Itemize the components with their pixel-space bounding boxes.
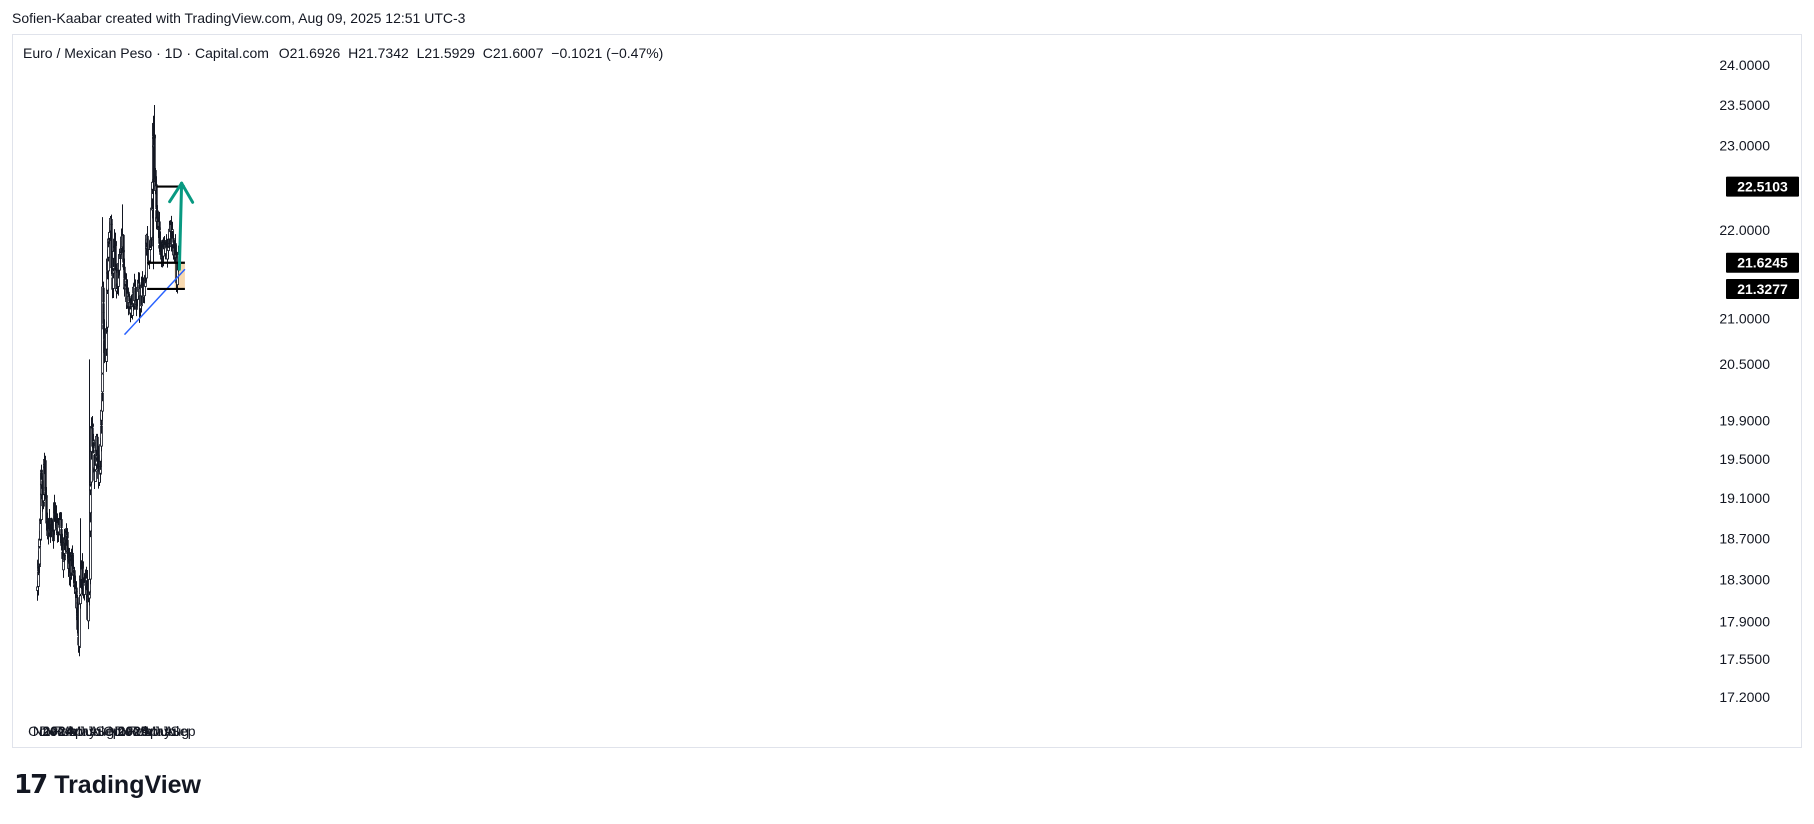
ascending-trendline[interactable]	[123, 268, 186, 336]
time-tick-label: Apr	[141, 723, 163, 739]
ohlc-high: H21.7342	[348, 45, 409, 61]
price-tick-label: 19.9000	[1719, 412, 1770, 428]
price-tick-label: 17.9000	[1719, 613, 1770, 629]
candle	[94, 470, 97, 482]
price-tick-label: 24.0000	[1719, 57, 1770, 73]
time-tick-label: Oct	[28, 723, 50, 739]
candle	[50, 517, 53, 538]
time-tick-label: Dec	[114, 723, 139, 739]
candle	[92, 434, 95, 442]
candle	[78, 595, 81, 655]
time-tick-label: Feb	[127, 723, 151, 739]
svg-text:21.6245: 21.6245	[1737, 255, 1788, 271]
price-tick-label: 18.7000	[1719, 530, 1770, 546]
price-tick-label: 19.1000	[1719, 490, 1770, 506]
time-tick-label: Oct	[103, 723, 125, 739]
time-tick-label: Aug	[89, 723, 114, 739]
svg-text:22.5103: 22.5103	[1737, 179, 1788, 195]
time-tick-label: Sep	[96, 723, 121, 739]
time-tick-label: 2025	[118, 723, 149, 739]
price-tick-label: 23.0000	[1719, 138, 1770, 154]
time-tick-label: May	[70, 723, 96, 739]
tradingview-logo-icon: 17	[14, 770, 48, 800]
ohlc-change: −0.1021 (−0.47%)	[551, 45, 664, 61]
price-tick-label: 17.2000	[1719, 689, 1770, 705]
candle	[114, 251, 117, 271]
time-tick-label: 2024	[42, 723, 73, 739]
price-tick-label: 22.0000	[1719, 222, 1770, 238]
chart-frame	[12, 34, 1802, 748]
price-label-2: 21.6245	[1726, 252, 1799, 273]
ohlc-open: O21.6926	[278, 45, 341, 61]
time-tick-label: Nov	[108, 723, 133, 739]
time-axis[interactable]: OctNovDec2024FebMarAprMayJunJulAugSepOct…	[28, 723, 196, 739]
target-arrow[interactable]	[168, 181, 195, 271]
candles	[36, 104, 180, 657]
candle	[92, 442, 95, 454]
price-tick-label: 23.5000	[1719, 97, 1770, 113]
time-tick-label: May	[145, 723, 171, 739]
time-tick-label: Dec	[39, 723, 64, 739]
price-tick-label: 17.5500	[1719, 651, 1770, 667]
candle	[149, 246, 152, 251]
time-tick-label: Jul	[86, 723, 104, 739]
time-tick-label: Jun	[153, 723, 176, 739]
tradingview-brand[interactable]: 17 TradingView	[14, 770, 201, 800]
candle	[61, 544, 64, 560]
timeframe[interactable]: 1D	[164, 45, 183, 61]
time-tick-label: Apr	[66, 723, 88, 739]
price-axis[interactable]: 24.0000 23.5000 23.0000 22.0000 21.0000 20.50…	[1719, 57, 1799, 705]
time-tick-label: Jun	[78, 723, 101, 739]
time-tick-label: Aug	[164, 723, 189, 739]
symbol-name[interactable]: Euro / Mexican Peso	[23, 45, 153, 61]
ohlc-low: L21.5929	[416, 45, 475, 61]
candle	[156, 205, 159, 212]
data-source: Capital.com	[194, 45, 269, 61]
ohlc-close: C21.6007	[482, 45, 544, 61]
separator-1: ·	[156, 45, 161, 61]
tradingview-wordmark: TradingView	[54, 770, 201, 799]
price-tick-label: 18.3000	[1719, 571, 1770, 587]
time-tick-label: Nov	[33, 723, 58, 739]
svg-text:21.3277: 21.3277	[1737, 281, 1788, 297]
time-tick-label: Mar	[133, 723, 157, 739]
price-tick-label: 19.5000	[1719, 451, 1770, 467]
price-tick-label: 21.0000	[1719, 310, 1770, 326]
candle	[76, 607, 79, 634]
time-tick-label: Mar	[58, 723, 82, 739]
time-tick-label: Sep	[171, 723, 196, 739]
symbol-info-line: Euro / Mexican Peso · 1D · Capital.com O…	[23, 45, 663, 61]
attribution-text: Sofien-Kaabar created with TradingView.c…	[12, 10, 466, 26]
price-tick-label: 20.5000	[1719, 356, 1770, 372]
price-label-3: 21.3277	[1726, 278, 1799, 299]
separator-2: ·	[186, 45, 192, 61]
price-label-1: 22.5103	[1726, 176, 1799, 197]
time-tick-label: Feb	[52, 723, 76, 739]
time-tick-label: Jul	[161, 723, 179, 739]
candle	[40, 464, 43, 480]
